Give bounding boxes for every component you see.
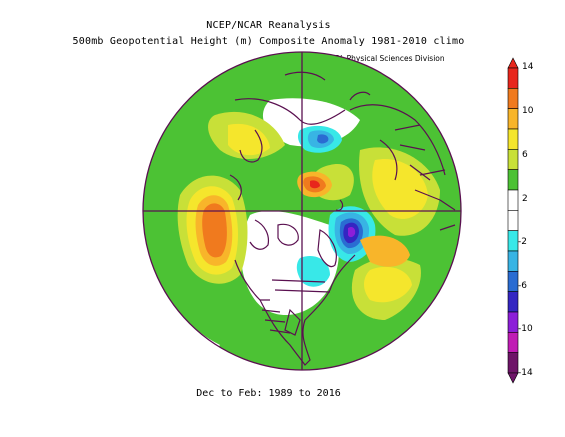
map-title: NCEP/NCAR Reanalysis — [206, 20, 331, 31]
date-range-label: Dec to Feb: 1989 to 2016 — [196, 388, 341, 399]
colorbar-label: 10 — [522, 106, 534, 116]
colorbar-swatch — [507, 67, 519, 89]
colorbar-swatch — [507, 128, 519, 150]
colorbar-top-arrow — [507, 57, 519, 69]
colorbar-label: 6 — [522, 150, 528, 160]
credit-label: NOAA/ESRL Physical Sciences Division — [301, 54, 445, 63]
colorbar-swatch — [507, 291, 519, 313]
colorbar-swatch — [507, 230, 519, 252]
colorbar-label: -2 — [518, 237, 527, 247]
colorbar-label: -6 — [518, 281, 527, 291]
colorbar-swatch — [507, 311, 519, 333]
colorbar-label: -10 — [518, 324, 533, 334]
colorbar-swatch — [507, 88, 519, 109]
colorbar-label: -14 — [518, 368, 533, 378]
colorbar — [507, 57, 519, 384]
colorbar-swatch — [507, 108, 519, 130]
colorbar-swatch — [507, 352, 519, 374]
colorbar-swatch — [507, 169, 519, 191]
colorbar-swatch — [507, 332, 519, 353]
coastlines — [229, 71, 456, 366]
colorbar-swatch — [507, 210, 519, 231]
colorbar-label: 2 — [522, 194, 528, 204]
colorbar-bottom-arrow — [507, 372, 519, 384]
colorbar-swatch — [507, 250, 519, 272]
colorbar-swatch — [507, 271, 519, 292]
map-subtitle: 500mb Geopotential Height (m) Composite … — [72, 36, 465, 47]
colorbar-swatch — [507, 149, 519, 170]
colorbar-label: 14 — [522, 62, 534, 72]
colorbar-swatch — [507, 189, 519, 211]
